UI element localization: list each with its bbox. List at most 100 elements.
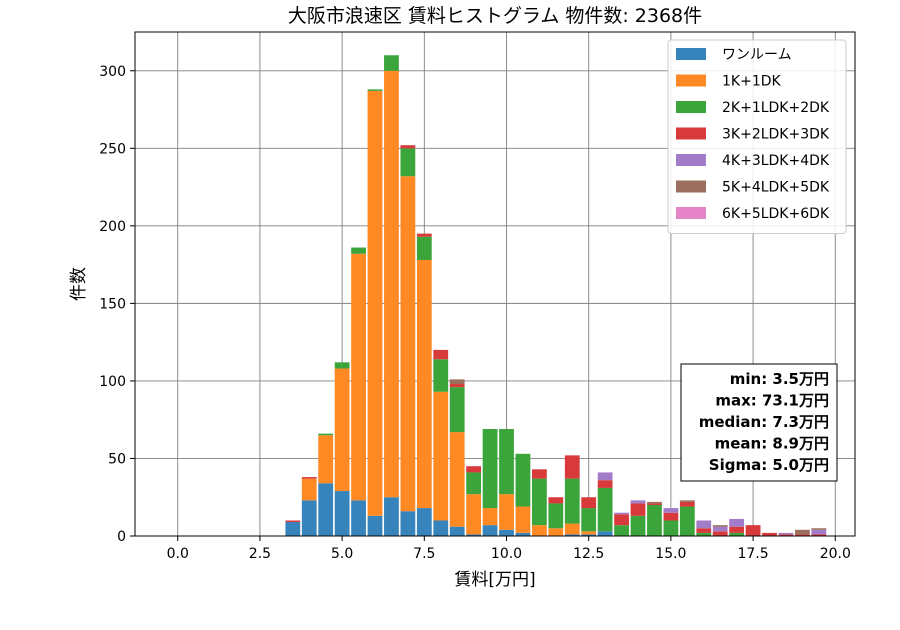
- bar-segment: [762, 532, 777, 536]
- bar-segment: [318, 433, 334, 436]
- bar-segment: [564, 455, 580, 479]
- y-tick-label: 300: [99, 64, 126, 80]
- chart-title: 大阪市浪速区 賃料ヒストグラム 物件数: 2368件: [288, 5, 702, 27]
- bar-segment: [712, 531, 728, 536]
- bar-segment: [515, 453, 531, 507]
- y-tick-label: 150: [99, 296, 126, 312]
- bar-segment: [449, 384, 465, 388]
- bar-segment: [466, 494, 482, 535]
- bar-segment: [564, 478, 580, 524]
- bar-segment: [449, 432, 465, 527]
- legend-label: ワンルーム: [722, 47, 792, 63]
- bar-segment: [811, 534, 827, 536]
- legend-label: 3K+2LDK+3DK: [722, 127, 830, 143]
- bar-segment: [482, 428, 498, 509]
- stats-line: median: 7.3万円: [699, 413, 829, 431]
- bar-segment: [581, 497, 597, 509]
- y-tick-label: 50: [108, 451, 126, 467]
- bar-segment: [597, 480, 613, 488]
- x-tick-label: 12.5: [573, 546, 604, 562]
- bar-segment: [301, 477, 317, 479]
- bar-segment: [581, 531, 597, 535]
- bar-segment: [499, 494, 514, 530]
- y-tick-label: 0: [117, 529, 126, 545]
- bar-segment: [482, 508, 498, 526]
- bar-segment: [416, 259, 432, 509]
- bar-segment: [597, 487, 613, 532]
- bar-segment: [400, 176, 416, 512]
- bar-segment: [630, 515, 646, 536]
- bar-segment: [466, 472, 482, 495]
- bar-segment: [531, 525, 547, 536]
- bar-segment: [482, 525, 498, 536]
- bar-segment: [663, 508, 679, 513]
- bar-segment: [416, 236, 432, 260]
- bar-segment: [679, 500, 695, 502]
- bar-segment: [614, 514, 629, 526]
- stats-frame: [680, 363, 838, 482]
- y-tick-label: 100: [99, 374, 126, 390]
- bar-segment: [647, 504, 662, 536]
- bar-segment: [548, 503, 564, 529]
- stats-box: min: 3.5万円 max: 73.1万円 median: 7.3万円 mean: …: [680, 363, 838, 482]
- bar-segment: [679, 501, 695, 507]
- legend-swatch: [676, 207, 706, 219]
- bar-segment: [416, 233, 432, 237]
- bar-segment: [548, 528, 564, 536]
- bar-segment: [630, 503, 646, 516]
- bar-segment: [515, 532, 531, 536]
- bar-segment: [318, 435, 334, 484]
- bar-segment: [433, 359, 449, 392]
- bar-segment: [351, 247, 366, 254]
- x-tick-label: 20.0: [820, 546, 851, 562]
- legend-label: 6K+5LDK+6DK: [722, 206, 830, 222]
- legend-label: 1K+1DK: [722, 74, 782, 90]
- legend-swatch: [676, 127, 706, 140]
- bar-segment: [499, 529, 514, 536]
- bar-segment: [729, 526, 745, 533]
- bar-segment: [384, 497, 399, 536]
- bar-segment: [778, 534, 794, 536]
- bar-segment: [630, 500, 646, 504]
- x-tick-label: 10.0: [491, 546, 522, 562]
- legend-label: 5K+4LDK+5DK: [722, 180, 830, 196]
- bar-segment: [466, 466, 482, 473]
- legend: ワンルーム 1K+1DK 2K+1LDK+2DK 3K+2LDK+3DK 4K+3LDK…: [667, 39, 847, 234]
- stacked-bars: [285, 55, 827, 536]
- bar-segment: [778, 532, 794, 535]
- bar-segment: [285, 522, 301, 536]
- bar-segment: [795, 529, 810, 535]
- bar-segment: [449, 387, 465, 433]
- bar-segment: [729, 518, 745, 527]
- x-tick-label: 0.0: [167, 546, 189, 562]
- bar-segment: [400, 145, 416, 149]
- bar-segment: [367, 515, 383, 536]
- bar-segment: [400, 511, 416, 536]
- bar-segment: [795, 534, 810, 536]
- bar-segment: [679, 506, 695, 536]
- bar-segment: [663, 512, 679, 521]
- x-axis-title: 賃料[万円]: [454, 570, 535, 590]
- bar-segment: [449, 379, 465, 385]
- legend-swatch: [676, 74, 706, 87]
- bar-segment: [696, 532, 712, 536]
- bar-segment: [301, 478, 317, 501]
- bar-segment: [449, 526, 465, 536]
- bar-segment: [614, 512, 629, 515]
- x-tick-label: 7.5: [413, 546, 435, 562]
- bar-segment: [614, 525, 629, 536]
- legend-swatch: [676, 180, 706, 193]
- x-tick-label: 15.0: [655, 546, 686, 562]
- bar-segment: [663, 520, 679, 536]
- legend-label: 4K+3LDK+4DK: [722, 153, 830, 169]
- bar-segment: [712, 526, 728, 532]
- bar-segment: [384, 70, 399, 498]
- bar-segment: [531, 478, 547, 526]
- stats-line: max: 73.1万円: [715, 392, 829, 410]
- legend-swatch: [676, 154, 706, 166]
- legend-swatch: [676, 48, 706, 60]
- bar-segment: [285, 520, 301, 523]
- bar-segment: [696, 520, 712, 529]
- bar-segment: [334, 368, 350, 492]
- bar-segment: [334, 362, 350, 369]
